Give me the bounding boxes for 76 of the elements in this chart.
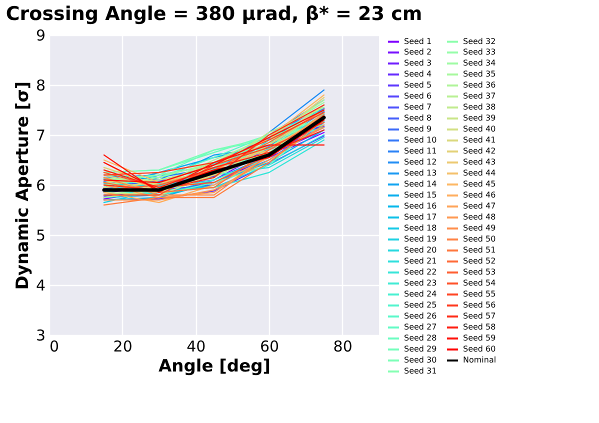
y-tick-label: 3 [36,326,46,344]
legend-label: Seed 60 [463,344,496,354]
legend-label: Seed 18 [404,224,437,232]
legend-label: Seed 31 [404,366,437,376]
legend-label: Seed 47 [463,202,496,210]
legend-label: Seed 36 [463,80,496,90]
x-tick-label: 80 [333,338,352,356]
y-tick-label: 6 [36,176,46,194]
legend-label: Seed 49 [463,224,496,232]
legend-label: Seed 59 [463,334,496,342]
legend-label: Seed 13 [404,168,437,178]
legend-label: Seed 45 [463,180,496,188]
y-tick-label: 8 [36,76,46,94]
legend-label: Seed 38 [463,102,496,112]
legend-label: Seed 8 [404,114,432,122]
legend-label: Seed 39 [463,114,496,122]
legend-label: Seed 6 [404,92,432,100]
legend-label: Seed 56 [463,300,496,310]
legend-label: Nominal [463,356,496,364]
legend-label: Seed 15 [404,190,437,200]
y-axis-title: Dynamic Aperture [σ] [12,81,33,290]
y-tick-label: 7 [36,126,46,144]
legend-label: Seed 43 [463,158,496,166]
legend-label: Seed 53 [463,268,496,276]
legend-label: Seed 23 [404,278,437,288]
legend-label: Seed 9 [404,124,432,134]
chart-title: Crossing Angle = 380 μrad, β* = 23 cm [6,3,422,25]
legend-label: Seed 44 [463,168,496,178]
legend-label: Seed 54 [463,278,496,288]
legend-label: Seed 35 [463,70,496,78]
legend-label: Seed 58 [463,322,496,332]
legend-label: Seed 34 [463,58,496,68]
legend-label: Seed 4 [404,70,432,78]
legend-label: Seed 37 [463,92,496,100]
legend-label: Seed 46 [463,190,496,200]
legend-label: Seed 7 [404,102,432,112]
x-axis-title: Angle [deg] [158,356,271,376]
legend-label: Seed 48 [463,212,496,222]
legend-label: Seed 1 [404,36,432,46]
legend-label: Seed 12 [404,158,437,166]
legend-label: Seed 26 [404,312,437,320]
legend-label: Seed 50 [463,234,496,244]
legend-label: Seed 11 [404,146,437,156]
legend-label: Seed 41 [463,136,496,144]
x-tick-label: 40 [186,338,206,356]
legend-label: Seed 24 [404,290,437,298]
legend-label: Seed 57 [463,312,496,320]
legend-label: Seed 29 [404,344,437,354]
legend-label: Seed 21 [404,256,437,266]
legend-label: Seed 51 [463,246,496,254]
legend-label: Seed 5 [404,80,432,90]
legend-label: Seed 22 [404,268,437,276]
legend-label: Seed 20 [404,246,437,254]
legend-label: Seed 16 [404,202,437,210]
legend-label: Seed 25 [404,300,437,310]
y-tick-label: 5 [36,226,46,244]
legend-label: Seed 14 [404,180,437,188]
legend-label: Seed 33 [463,48,496,56]
legend-label: Seed 3 [404,58,432,68]
legend-label: Seed 10 [404,136,437,144]
x-tick-label: 0 [50,338,60,356]
legend-label: Seed 52 [463,256,496,266]
y-tick-label: 4 [36,276,46,294]
legend-label: Seed 2 [404,48,432,56]
legend-label: Seed 55 [463,290,496,298]
legend-label: Seed 27 [404,322,437,332]
x-tick-label: 20 [113,338,132,356]
legend-label: Seed 32 [463,36,496,46]
x-tick-label: 60 [260,338,280,356]
legend-label: Seed 19 [404,234,437,244]
legend-label: Seed 30 [404,356,437,364]
legend-label: Seed 42 [463,146,496,156]
legend-label: Seed 28 [404,334,437,342]
legend-label: Seed 17 [404,212,437,222]
legend-label: Seed 40 [463,124,496,134]
y-tick-label: 9 [36,26,46,44]
